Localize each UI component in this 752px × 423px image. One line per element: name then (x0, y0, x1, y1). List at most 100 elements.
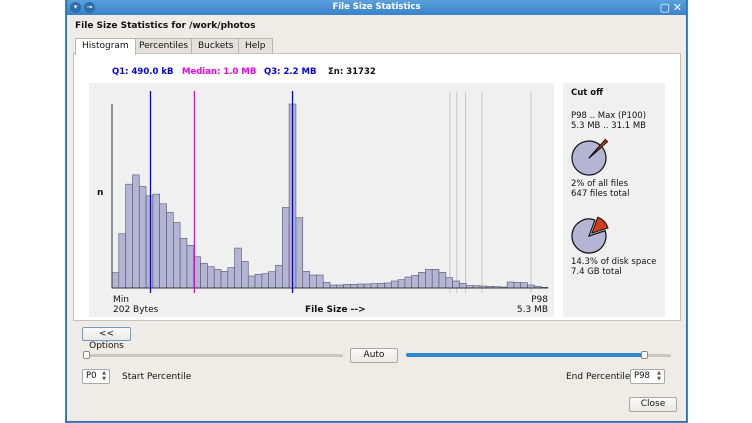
histogram-bar (111, 272, 120, 289)
cutoff-range-value: 5.3 MB .. 31.1 MB (571, 121, 646, 131)
histogram-bar (520, 282, 528, 289)
histogram-panel: Q1: 490.0 kB Median: 1.0 MB Q3: 2.2 MB Σ… (73, 53, 681, 321)
histogram-bar (438, 272, 447, 289)
tab-buckets[interactable]: Buckets (191, 38, 241, 54)
window-title: File Size Statistics (332, 2, 421, 12)
histogram-bar (356, 283, 365, 289)
files-percent: 2% of all files (571, 179, 629, 189)
files-total: 647 files total (571, 189, 630, 199)
spin-arrows-icon[interactable]: ▲ ▼ (102, 370, 106, 382)
pin-icon[interactable]: ⊸ (84, 2, 95, 13)
disk-pie-chart (571, 216, 609, 254)
histogram-bar (125, 183, 133, 289)
end-slider-handle[interactable] (641, 351, 648, 359)
histogram-bar (173, 222, 181, 289)
dialog-window: ▾ ⊸ File Size Statistics ▢ ✕ File Size S… (66, 0, 687, 422)
maximize-icon[interactable]: ▢ (659, 1, 670, 14)
count-label: Σn: 31732 (328, 67, 376, 77)
q1-label: Q1: 490.0 kB (112, 67, 174, 77)
histogram-svg (111, 91, 549, 293)
median-label: Median: 1.0 MB (182, 67, 257, 77)
histogram-bar (506, 281, 515, 289)
x-max-value: 5.3 MB (516, 305, 548, 315)
q3-label: Q3: 2.2 MB (264, 67, 317, 77)
histogram-bar (145, 195, 154, 289)
histogram-bar (213, 269, 222, 289)
histogram-bar (452, 280, 460, 289)
histogram-bar (282, 207, 290, 289)
cutoff-panel: Cut off P98 .. Max (P100) 5.3 MB .. 31.1… (563, 83, 665, 317)
window-menu-icon[interactable]: ▾ (70, 2, 81, 13)
end-percentile-spinbox[interactable]: P98 ▲ ▼ (630, 369, 665, 384)
histogram-bar (363, 283, 372, 289)
histogram-bar (425, 269, 433, 289)
histogram-bar (234, 247, 242, 289)
histogram-bar (166, 212, 174, 289)
histogram-bar (132, 174, 140, 289)
histogram-bar (268, 271, 276, 289)
histogram-bar (295, 217, 304, 289)
histogram-chart: n Min 202 Bytes File Size --> P98 5.3 MB (89, 83, 554, 317)
histogram-bar (207, 266, 215, 289)
x-min-value: 202 Bytes (113, 305, 159, 315)
cutoff-title: Cut off (571, 88, 604, 98)
histogram-bar (397, 279, 406, 289)
histogram-bar (302, 271, 310, 289)
histogram-bar (404, 276, 413, 289)
histogram-bar (513, 282, 522, 289)
x-min-label: Min (113, 295, 129, 305)
histogram-bar (220, 271, 229, 289)
start-percentile-spinbox[interactable]: P0 ▲ ▼ (82, 369, 110, 384)
histogram-bar (254, 274, 263, 289)
histogram-bar (431, 269, 440, 289)
pie-remainder (571, 218, 607, 254)
histogram-bar (138, 186, 147, 289)
start-slider-handle[interactable] (83, 351, 90, 359)
pie-remainder (571, 140, 607, 176)
pie-cutoff-wedge (591, 216, 609, 235)
x-axis-label: File Size --> (305, 305, 366, 315)
end-percentile-label: End Percentile (566, 372, 631, 382)
histogram-bar (418, 272, 426, 289)
histogram-bar (186, 245, 195, 289)
tab-histogram[interactable]: Histogram (75, 38, 136, 55)
spin-arrows-icon[interactable]: ▲ ▼ (657, 370, 661, 382)
histogram-bar (159, 203, 167, 289)
cutoff-range-label: P98 .. Max (P100) (571, 111, 647, 121)
histogram-bar (391, 280, 399, 289)
files-pie-chart (571, 138, 609, 176)
pie-cutoff-wedge (588, 138, 609, 159)
histogram-bar (309, 274, 317, 289)
histogram-bar (370, 283, 378, 289)
options-button[interactable]: << Options (82, 327, 131, 351)
histogram-bar (241, 261, 249, 289)
histogram-bar (200, 263, 208, 289)
histogram-bar (118, 233, 126, 289)
end-slider-fill (406, 353, 646, 357)
histogram-bar (227, 267, 235, 289)
title-bar: ▾ ⊸ File Size Statistics ▢ ✕ (67, 0, 686, 15)
histogram-bar (247, 275, 256, 289)
tab-help[interactable]: Help (238, 38, 273, 54)
close-window-icon[interactable]: ✕ (672, 1, 682, 14)
close-button[interactable]: Close (629, 397, 677, 412)
page-title: File Size Statistics for /work/photos (75, 21, 256, 31)
disk-percent: 14.3% of disk space (571, 257, 657, 267)
histogram-bar (275, 265, 283, 289)
disk-total: 7.4 GB total (571, 267, 622, 277)
x-max-label: P98 (531, 295, 548, 305)
histogram-bar (322, 282, 331, 289)
start-slider[interactable] (85, 354, 343, 357)
start-percentile-label: Start Percentile (122, 372, 192, 382)
y-axis-label: n (97, 188, 104, 198)
histogram-bar (411, 275, 419, 289)
histogram-bar (459, 283, 467, 289)
histogram-bar (350, 284, 358, 289)
histogram-bar (384, 282, 392, 289)
tab-percentiles[interactable]: Percentiles (132, 38, 196, 54)
histogram-bar (316, 274, 324, 289)
histogram-bar (377, 283, 385, 289)
auto-button[interactable]: Auto (350, 348, 398, 363)
histogram-bar (343, 284, 351, 289)
histogram-bar (152, 193, 160, 289)
